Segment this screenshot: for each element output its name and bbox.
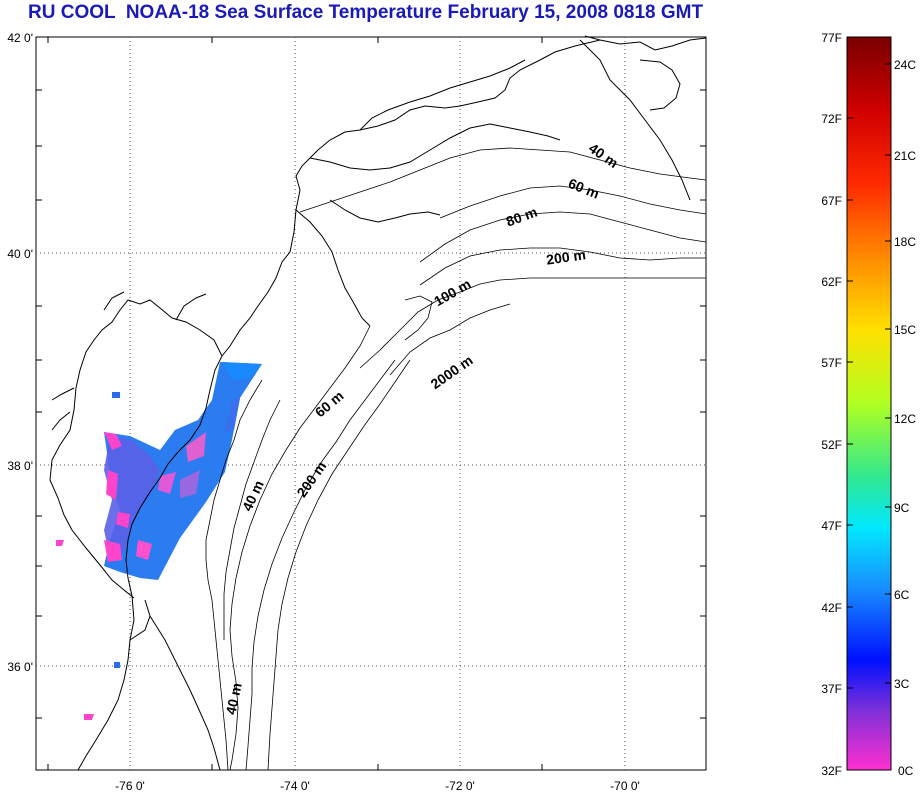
lon-label: -70 0': [610, 779, 640, 793]
sst-data-swath: [56, 362, 262, 720]
isobath-label: 40 m: [223, 681, 245, 716]
colorbar-f-label: 72F: [821, 112, 842, 126]
colorbar-f-label: 42F: [821, 601, 842, 615]
isobath-label: 200 m: [545, 246, 587, 267]
map-frame: [35, 36, 707, 771]
colorbar-c-label: 18C: [894, 235, 916, 249]
lat-label: 38 0': [7, 459, 33, 473]
colorbar-gradient: [846, 36, 892, 771]
latitude-labels: 42 0' 40 0' 38 0' 36 0': [7, 31, 33, 674]
colorbar: 77F 72F 67F 62F 57F 52F 47F 42F 37F 32F …: [821, 31, 916, 778]
lat-label: 40 0': [7, 247, 33, 261]
colorbar-c-label: 24C: [894, 58, 916, 72]
lon-label: -72 0': [445, 779, 475, 793]
map-title: RU COOL NOAA-18 Sea Surface Temperature …: [28, 2, 704, 23]
colorbar-c-label: 12C: [894, 412, 916, 426]
longitude-labels: -76 0' -74 0' -72 0' -70 0': [115, 779, 640, 793]
lon-label: -74 0': [280, 779, 310, 793]
lat-label: 36 0': [7, 660, 33, 674]
colorbar-c-label: 6C: [894, 588, 910, 602]
colorbar-c-label: 21C: [894, 149, 916, 163]
lon-label: -76 0': [115, 779, 145, 793]
colorbar-c-label: 0C: [898, 764, 914, 778]
colorbar-celsius-labels: 24C 21C 18C 15C 12C 9C 6C 3C 0C: [894, 58, 916, 778]
colorbar-c-label: 15C: [894, 323, 916, 337]
colorbar-c-label: 3C: [894, 677, 910, 691]
colorbar-f-label: 32F: [821, 764, 842, 778]
colorbar-f-label: 62F: [821, 275, 842, 289]
colorbar-f-label: 77F: [821, 31, 842, 45]
coastline: [49, 35, 707, 771]
colorbar-f-label: 47F: [821, 519, 842, 533]
colorbar-f-label: 37F: [821, 682, 842, 696]
frame-ticks: [36, 37, 706, 770]
colorbar-f-label: 67F: [821, 194, 842, 208]
colorbar-fahrenheit-labels: 77F 72F 67F 62F 57F 52F 47F 42F 37F 32F: [821, 31, 842, 778]
colorbar-f-label: 57F: [821, 356, 842, 370]
colorbar-c-label: 9C: [894, 501, 910, 515]
colorbar-f-label: 52F: [821, 438, 842, 452]
lat-label: 42 0': [7, 31, 33, 45]
isobath-lines: [205, 147, 707, 771]
